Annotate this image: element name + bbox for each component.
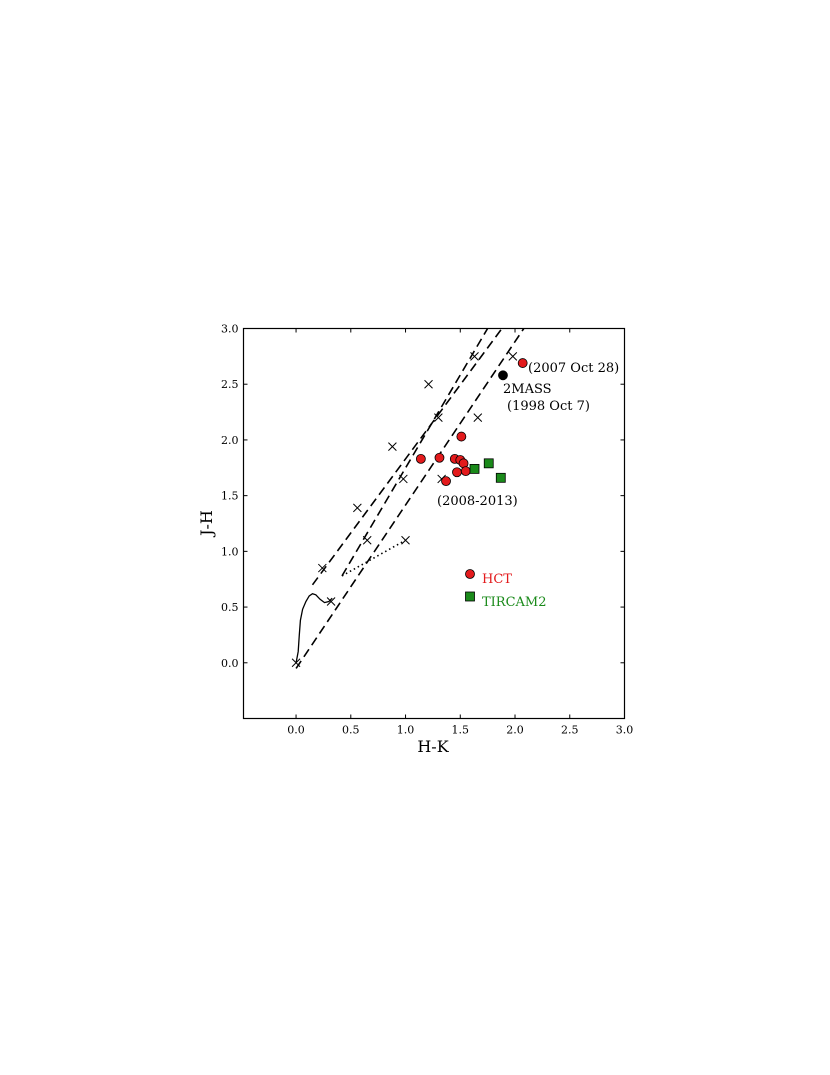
plot-layer — [291, 328, 528, 669]
x-tick-label: 2.0 — [506, 724, 524, 737]
annotation-oct2007: (2007 Oct 28) — [528, 361, 619, 376]
extinction-mark — [401, 535, 410, 545]
reddening-band-3-line — [295, 328, 525, 669]
tircam2-point — [495, 472, 506, 483]
extinction-mark — [424, 379, 433, 389]
x-tick-label: 0.5 — [342, 724, 360, 737]
x-axis-label: H-K — [417, 737, 449, 756]
annotation-range: (2008-2013) — [437, 494, 518, 509]
hct-point — [460, 466, 471, 477]
y-axis-label: J-H — [197, 510, 216, 538]
hct-point — [415, 453, 426, 464]
extinction-mark — [388, 442, 397, 451]
x-axis: 0.0 0.5 1.0 1.5 2.0 2.5 3.0 — [287, 328, 634, 737]
annotations: (2007 Oct 28) 2MASS (1998 Oct 7) (2008-2… — [437, 361, 619, 509]
legend: HCT TIRCAM2 — [465, 569, 547, 610]
reddening-band-1-line — [311, 328, 503, 586]
extinction-mark — [362, 535, 372, 545]
y-tick-label: 1.5 — [221, 490, 239, 503]
y-tick-label: 1.0 — [221, 545, 239, 558]
twomass-point — [498, 370, 508, 381]
legend-hct-label: HCT — [482, 572, 512, 587]
legend-tircam2-marker — [465, 591, 475, 602]
y-tick-label: 3.0 — [221, 323, 239, 336]
extinction-mark — [508, 352, 518, 361]
x-tick-label: 1.5 — [452, 724, 470, 737]
hct-point — [452, 467, 462, 478]
ctts-locus-line — [341, 539, 406, 577]
hct-point — [434, 452, 445, 463]
hct-point — [517, 358, 528, 368]
tircam2-point — [483, 458, 494, 469]
legend-tircam2-label: TIRCAM2 — [482, 595, 547, 610]
extinction-mark — [473, 413, 483, 422]
reddening-band-2-line — [341, 328, 489, 577]
annotation-2mass-date: (1998 Oct 7) — [507, 399, 590, 414]
extinction-mark — [291, 658, 301, 668]
main-sequence-line — [295, 592, 333, 663]
x-tick-label: 0.0 — [287, 724, 305, 737]
extinction-mark — [470, 352, 479, 361]
legend-hct-marker — [465, 569, 475, 579]
y-axis: 0.0 0.5 1.0 1.5 2.0 2.5 3.0 — [221, 323, 625, 670]
x-tick-label: 2.5 — [561, 724, 579, 737]
y-tick-label: 2.5 — [221, 378, 239, 391]
hct-point — [456, 431, 467, 442]
extinction-mark — [326, 597, 336, 606]
extinction-mark — [434, 413, 443, 422]
y-tick-label: 0.0 — [221, 657, 239, 670]
extinction-mark — [398, 474, 408, 484]
annotation-2mass: 2MASS — [503, 382, 552, 397]
x-tick-label: 3.0 — [616, 724, 634, 737]
extinction-mark — [353, 503, 362, 513]
x-tick-label: 1.0 — [397, 724, 415, 737]
extinction-mark — [317, 563, 327, 573]
plot-frame — [242, 327, 626, 720]
y-tick-label: 2.0 — [221, 434, 239, 447]
y-tick-label: 0.5 — [221, 601, 239, 614]
hct-point — [441, 476, 451, 487]
tircam2-point — [469, 463, 480, 474]
